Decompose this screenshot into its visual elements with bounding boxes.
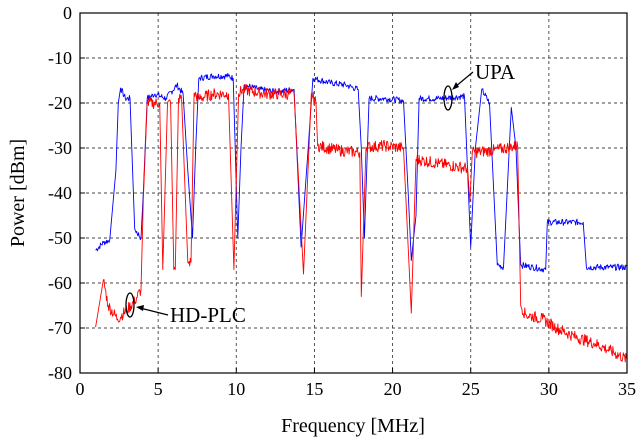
y-tick-label: -40 [48, 183, 72, 203]
hdplc-ellipse-marker [125, 292, 135, 318]
series-group [95, 72, 628, 363]
hdplc-label: HD-PLC [170, 303, 246, 327]
y-tick-label: -60 [48, 273, 72, 293]
x-tick-label: 0 [76, 379, 85, 399]
upa-arrow [454, 71, 474, 88]
x-tick-label: 30 [540, 379, 558, 399]
y-axis-label: Power [dBm] [7, 139, 29, 247]
x-tick-label: 10 [227, 379, 245, 399]
x-tick-label: 25 [462, 379, 480, 399]
grid-lines [79, 12, 628, 374]
upa-ellipse-marker [443, 85, 453, 111]
hdplc-arrow-head [136, 305, 144, 311]
upa-arrow-head [452, 82, 459, 90]
upa-annotation: UPA [443, 60, 516, 111]
y-tick-label: -70 [48, 318, 72, 338]
series-line-hd-plc [95, 83, 628, 363]
upa-label: UPA [475, 60, 516, 84]
x-axis-label: Frequency [MHz] [281, 415, 425, 437]
y-tick-label: -20 [48, 93, 72, 113]
y-tick-label: -30 [48, 138, 72, 158]
x-tick-label: 5 [154, 379, 163, 399]
plot-frame [79, 12, 628, 374]
series-line-upa [95, 72, 628, 273]
hdplc-arrow [139, 307, 169, 316]
tick-labels: 0 5 10 15 20 25 30 35 0 -10 -20 -30 -40 -50 -60 -70 -80 [48, 3, 636, 399]
y-tick-label: 0 [63, 3, 72, 23]
y-tick-label: -80 [48, 363, 72, 383]
x-tick-label: 15 [305, 379, 323, 399]
x-tick-label: 20 [384, 379, 402, 399]
x-tick-label: 35 [618, 379, 636, 399]
y-tick-label: -10 [48, 48, 72, 68]
y-tick-label: -50 [48, 228, 72, 248]
hdplc-annotation: HD-PLC [125, 292, 246, 327]
